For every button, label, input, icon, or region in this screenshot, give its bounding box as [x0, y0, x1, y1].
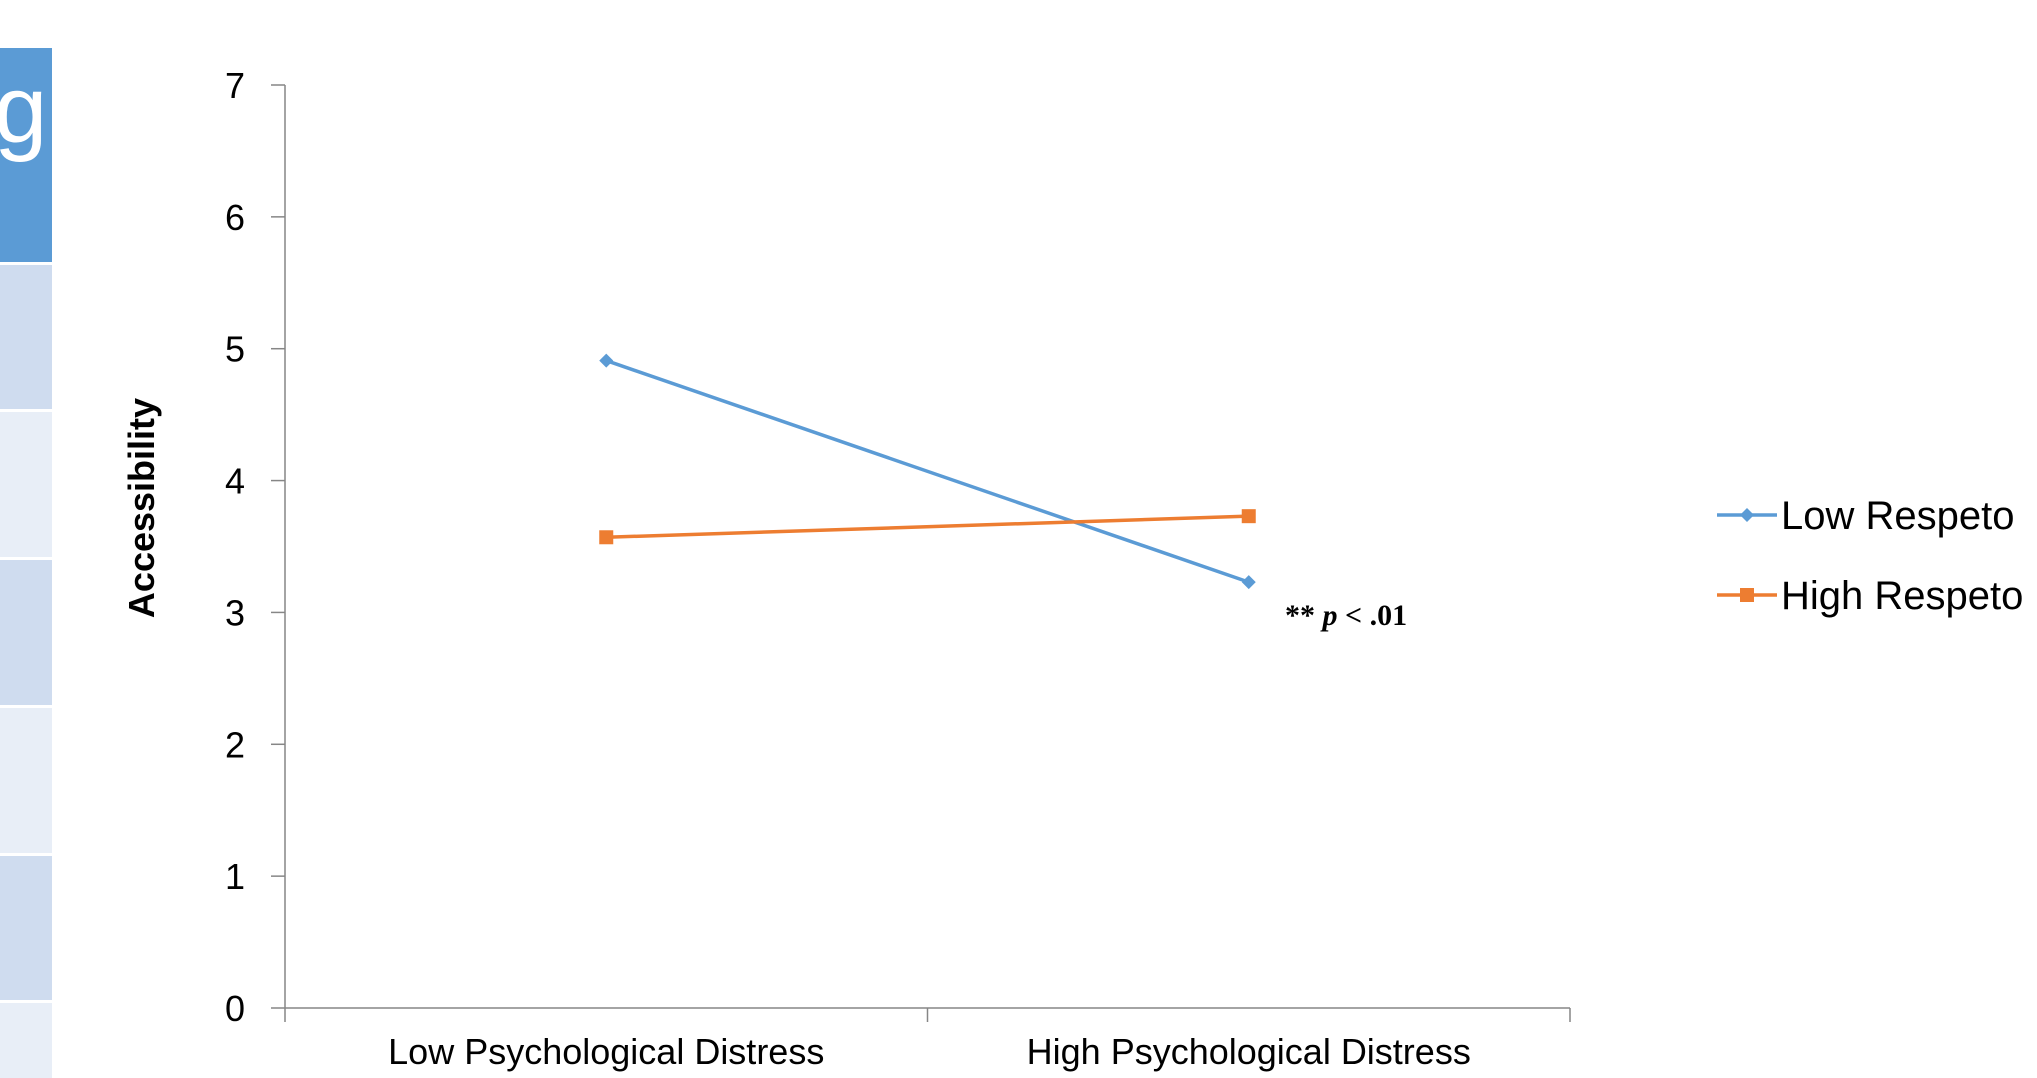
panel-cell [0, 856, 52, 1000]
panel-cell [0, 412, 52, 557]
legend: Low Respeto High Respeto [1717, 494, 2023, 618]
y-tick-label: 0 [225, 988, 245, 1029]
y-tick-label: 1 [225, 856, 245, 897]
panel-glyph: g [0, 56, 48, 163]
panel-cell [0, 48, 52, 262]
legend-marker [1740, 508, 1754, 522]
note-prefix: ** [1285, 599, 1323, 632]
series-lines [599, 353, 1256, 590]
legend-label: Low Respeto [1781, 494, 2014, 538]
note-suffix: < .01 [1338, 599, 1408, 632]
y-axis-title: Accessibility [121, 398, 162, 618]
axes: 0 1 2 3 4 5 6 7 Low Psychological Distress High P… [225, 65, 1571, 1072]
panel-cell [0, 1003, 52, 1078]
legend-marker [1740, 588, 1754, 602]
background-slide-panel: g [0, 0, 52, 1078]
y-tick-label: 5 [225, 329, 245, 370]
significance-note: ** p < .01 [1285, 599, 1407, 632]
y-tick-label: 7 [225, 65, 245, 106]
data-point-0 [1241, 575, 1256, 590]
y-tick-label: 3 [225, 592, 245, 633]
y-tick-label: 6 [225, 197, 245, 238]
legend-label: High Respeto [1781, 574, 2023, 618]
y-tick-label: 4 [225, 461, 245, 502]
y-tick-label: 2 [225, 724, 245, 765]
panel-cell [0, 708, 52, 853]
panel-cell [0, 265, 52, 409]
x-tick-label: Low Psychological Distress [388, 1031, 824, 1072]
panel-cell [0, 560, 52, 705]
data-point-0 [599, 353, 614, 368]
series-line-1 [606, 514, 1249, 540]
note-p: p [1320, 599, 1338, 632]
series-line-0 [605, 358, 1250, 584]
data-point-1 [599, 530, 614, 545]
data-point-1 [1241, 509, 1256, 524]
x-tick-label: High Psychological Distress [1027, 1031, 1471, 1072]
